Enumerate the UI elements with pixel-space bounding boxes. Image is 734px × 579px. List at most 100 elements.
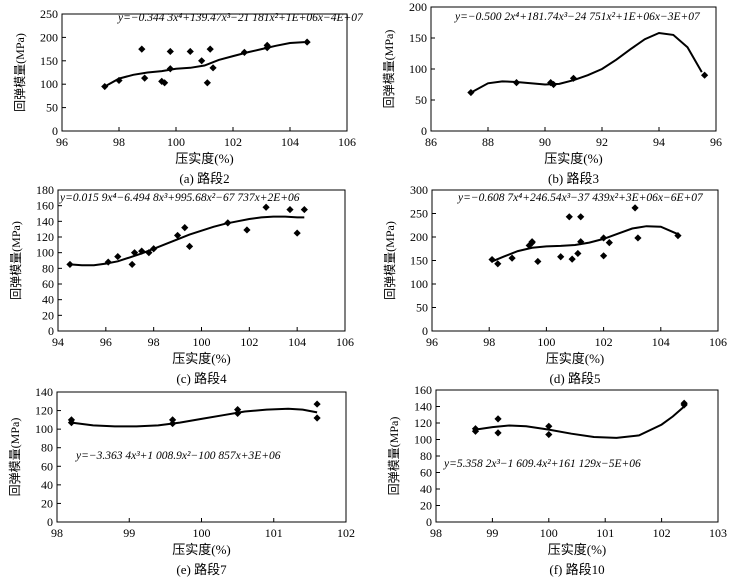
plot-frame [430, 6, 717, 132]
y-tick-label: 120 [414, 416, 432, 430]
data-point [169, 419, 177, 428]
x-tick-label: 101 [265, 526, 283, 540]
data-point [141, 74, 149, 82]
plot-frame [435, 389, 719, 523]
panel-caption: (d) 路段5 [550, 371, 601, 386]
y-tick-label: 0 [48, 324, 54, 338]
chart-panel-3: 94 96 98 100 102 104 1060204060801001201401601… [9, 183, 354, 386]
y-tick-label: 140 [35, 385, 53, 399]
y-axis-title: 回弹模量(MPa) [9, 221, 23, 300]
data-point [138, 45, 146, 53]
y-tick-label: 250 [410, 207, 428, 221]
x-axis-title: 压实度(%) [548, 542, 607, 557]
x-tick-label: 103 [709, 526, 727, 540]
panel-caption: (b) 路段3 [548, 171, 599, 186]
data-point [66, 260, 74, 269]
data-point [313, 414, 321, 422]
data-point [574, 249, 582, 258]
data-point [303, 38, 311, 46]
x-tick-label: 98 [430, 526, 442, 540]
data-point [525, 241, 533, 250]
chart-panel-2: 86 88 90 92 94 96 0 50 100 150 200 y=−0.500 2x⁴+181… [382, 0, 722, 186]
chart-panel-1: 96 98 100 102 104 106 0 50 100 150 200 250 y=−0.344 … [13, 7, 364, 186]
data-point [209, 64, 217, 72]
x-tick-label: 104 [281, 135, 299, 149]
data-point [206, 45, 214, 53]
data-point [234, 409, 242, 417]
y-tick-label: 40 [42, 293, 54, 307]
y-tick-label: 100 [410, 277, 428, 291]
data-point [173, 231, 182, 240]
data-point [577, 213, 585, 221]
regression-equation: y=0.015 9x⁴−6.494 8x³+995.68x²−67 737x+2… [59, 192, 300, 204]
data-point [568, 255, 576, 263]
x-tick-label: 98 [113, 135, 125, 149]
x-tick-label: 98 [148, 335, 160, 349]
y-axis-title: 回弹模量(MPa) [382, 30, 396, 109]
y-tick-label: 80 [41, 441, 53, 455]
data-point [300, 205, 308, 214]
y-tick-label: 140 [36, 214, 54, 228]
y-tick-label: 160 [36, 199, 54, 213]
data-point [674, 231, 682, 240]
data-point [545, 430, 553, 439]
data-point [286, 205, 294, 214]
y-tick-label: 160 [414, 383, 432, 397]
panel-caption: (e) 路段7 [176, 562, 227, 577]
x-tick-label: 92 [596, 135, 608, 149]
regression-equation: y=−0.608 7x⁴+246.54x³−37 439x²+3E+06x−6E… [457, 192, 704, 204]
y-tick-label: 140 [414, 400, 432, 414]
chart-panel-6: 98 99 100 101 102 103 0 20 40 60 80 100 120 140 160 y=5… [387, 383, 727, 577]
trendline [475, 405, 685, 439]
trendline [491, 225, 679, 263]
y-axis-title: 回弹模量(MPa) [8, 418, 22, 497]
x-tick-label: 94 [52, 335, 64, 349]
regression-equation: y=−3.363 4x³+1 008.9x²−100 857x+3E+06 [75, 450, 281, 462]
trendline [69, 215, 305, 267]
x-tick-label: 86 [425, 135, 437, 149]
y-axis-title: 回弹模量(MPa) [383, 221, 397, 300]
x-tick-label: 96 [56, 135, 68, 149]
data-point [557, 253, 565, 261]
x-axis-title: 压实度(%) [546, 351, 605, 366]
data-point [545, 422, 553, 430]
plot-frame [57, 189, 346, 332]
data-point [471, 427, 480, 435]
x-tick-label: 100 [540, 526, 558, 540]
data-point [600, 252, 608, 260]
data-point [467, 88, 475, 97]
data-point [101, 82, 109, 91]
y-tick-label: 0 [52, 124, 58, 138]
data-point [534, 257, 542, 266]
y-tick-label: 100 [35, 422, 53, 436]
data-point [565, 213, 573, 221]
y-tick-label: 0 [426, 515, 432, 529]
trendline [104, 41, 305, 88]
data-point [185, 242, 194, 250]
y-tick-label: 120 [35, 404, 53, 418]
y-tick-label: 20 [420, 499, 432, 513]
y-tick-label: 50 [415, 93, 427, 107]
y-tick-label: 60 [41, 459, 53, 473]
data-point [508, 254, 516, 262]
data-point [150, 245, 158, 253]
data-point [494, 260, 502, 268]
data-point [293, 229, 301, 237]
data-point [169, 416, 177, 424]
data-point [494, 429, 502, 437]
y-tick-label: 40 [420, 482, 432, 496]
plot-frame [431, 189, 719, 332]
x-tick-label: 100 [193, 335, 211, 349]
x-tick-label: 96 [426, 335, 438, 349]
x-tick-label: 104 [288, 335, 306, 349]
x-tick-label: 102 [337, 526, 355, 540]
data-point [145, 249, 153, 257]
data-point [631, 204, 639, 212]
y-tick-label: 150 [40, 54, 58, 68]
x-tick-label: 98 [51, 526, 63, 540]
y-tick-label: 80 [420, 449, 432, 463]
data-point [234, 406, 242, 414]
panel-caption: (c) 路段4 [176, 371, 227, 386]
y-tick-label: 20 [41, 496, 53, 510]
